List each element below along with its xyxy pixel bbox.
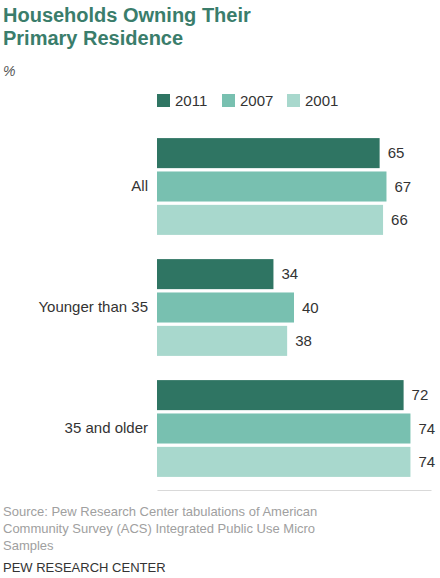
legend-label: 2007 [240, 92, 273, 109]
data-label: 65 [388, 144, 405, 161]
y-tick-label: All [131, 177, 148, 194]
y-tick-label: Younger than 35 [38, 298, 148, 315]
data-label: 74 [418, 453, 435, 470]
data-label: 72 [412, 386, 429, 403]
legend-swatch [157, 94, 170, 107]
bar [157, 292, 294, 322]
subtitle: % [3, 63, 15, 79]
data-label: 67 [394, 178, 411, 195]
data-label: 40 [302, 299, 319, 316]
data-label: 34 [281, 265, 298, 282]
bar [157, 326, 287, 356]
bar [157, 259, 273, 289]
bars [157, 138, 410, 477]
credit: PEW RESEARCH CENTER [3, 560, 166, 575]
y-tick: Younger than 35 [38, 298, 148, 315]
legend-label: 2001 [305, 92, 338, 109]
bar [157, 413, 410, 443]
source: Source: Pew Research Center tabulations … [3, 504, 317, 553]
y-tick: 35 and older [65, 419, 148, 436]
data-label: 66 [391, 211, 408, 228]
title: Households Owning TheirPrimary Residence [3, 4, 251, 49]
y-tick: All [131, 177, 148, 194]
legend-label: 2011 [175, 92, 207, 109]
data-labels: 65 34 72 67 40 74 66 38 74 [281, 144, 435, 470]
bar [157, 447, 410, 477]
legend: 2011 2007 2001 [157, 92, 338, 109]
legend-swatch [222, 94, 235, 107]
y-axis: All Younger than 35 35 and older [38, 177, 148, 436]
bar [157, 380, 404, 410]
data-label: 38 [295, 332, 312, 349]
bar [157, 205, 383, 235]
y-tick-label: 35 and older [65, 419, 148, 436]
bar [157, 171, 386, 201]
x-axis [158, 490, 432, 491]
x-axis-line [158, 490, 432, 491]
chart: Households Owning TheirPrimary Residence… [0, 0, 440, 578]
legend-swatch [287, 94, 300, 107]
bar [157, 138, 380, 168]
data-label: 74 [418, 420, 435, 437]
